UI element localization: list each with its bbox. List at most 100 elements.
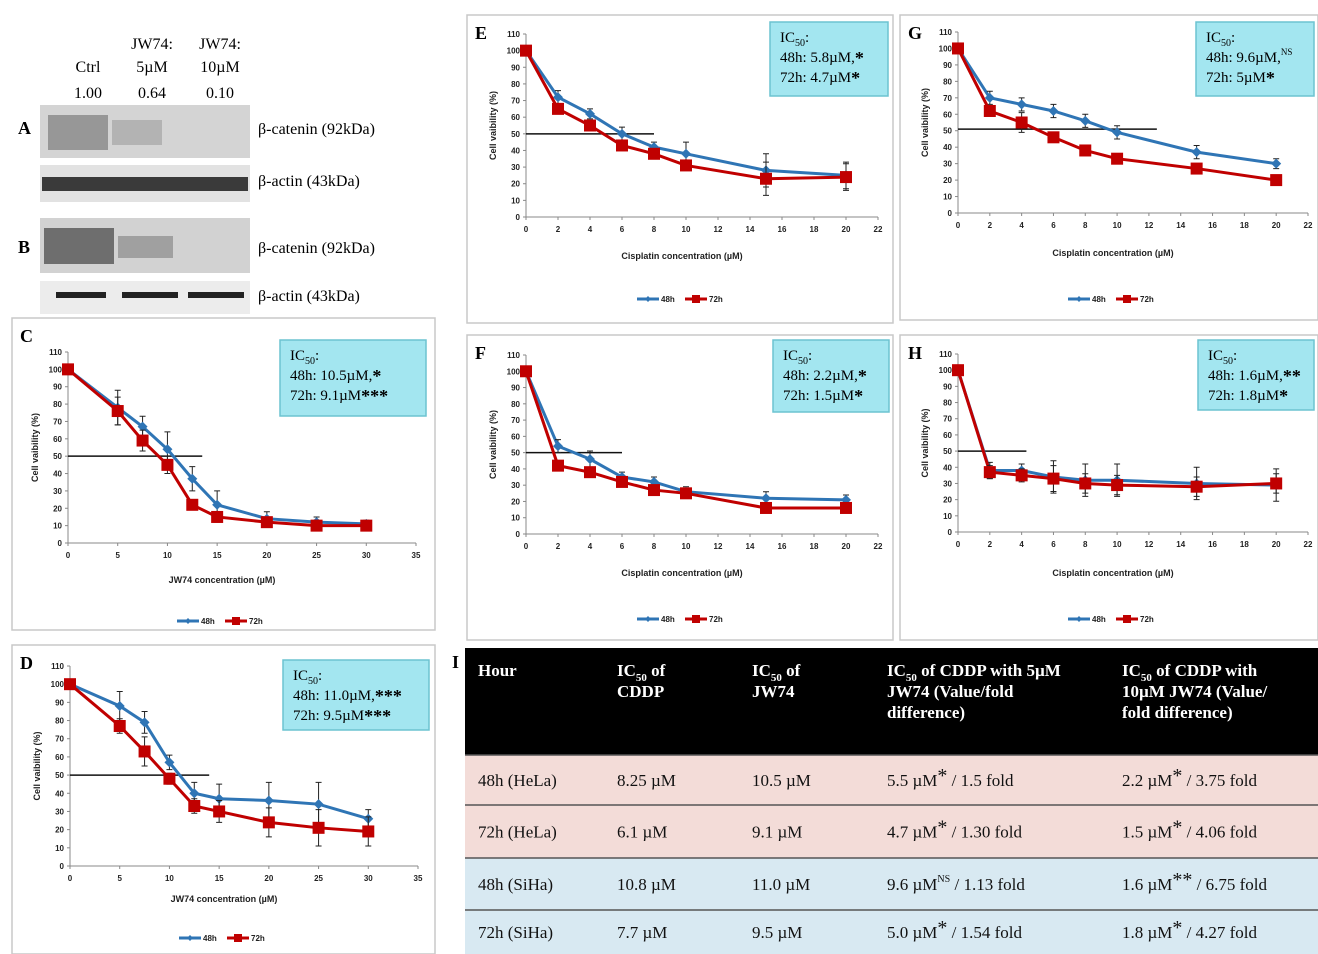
- data-point: [1047, 131, 1060, 144]
- y-tick-label: 30: [55, 807, 64, 816]
- table-cell: IC50 of: [617, 661, 666, 684]
- y-tick-label: 10: [943, 512, 952, 521]
- text-part: 7.7 µM: [617, 923, 667, 942]
- data-point: [1015, 469, 1028, 482]
- annotation-box: [772, 339, 890, 413]
- table-cell: IC50 of CDDP with 5µM: [887, 661, 1061, 684]
- text-part: **: [1283, 366, 1301, 386]
- y-tick-label: 60: [511, 432, 520, 441]
- data-point: [137, 421, 148, 432]
- text-part: difference): [887, 703, 965, 722]
- text-part: / 1.30 fold: [947, 823, 1022, 842]
- y-tick-label: 20: [943, 496, 952, 505]
- text-part: 48h: 5.8µM,: [780, 50, 855, 66]
- panel-letter: E: [475, 23, 487, 43]
- legend-label: 48h: [1092, 615, 1106, 624]
- text-part: 11.0 µM: [752, 875, 810, 894]
- text-part: :: [805, 30, 809, 46]
- x-tick-label: 25: [314, 874, 323, 883]
- y-axis-label: Cell vaibility (%): [488, 410, 498, 479]
- y-tick-label: 110: [939, 28, 952, 37]
- panel-letter: B: [18, 237, 30, 257]
- text-part: / 3.75 fold: [1182, 771, 1257, 790]
- x-tick-label: 12: [1144, 540, 1153, 549]
- band-label: β-catenin (92kDa): [258, 121, 375, 138]
- x-tick-label: 6: [620, 542, 625, 551]
- x-tick-label: 6: [1051, 221, 1056, 230]
- x-tick-label: 10: [682, 225, 691, 234]
- y-axis-label: Cell vaibility (%): [920, 88, 930, 157]
- chart: C 0 10 20 30 40 50 60 70 80 90 100 110 0 5 10 15 20 25 30 35…: [11, 317, 436, 631]
- x-tick-label: 2: [988, 221, 993, 230]
- text-part: 4.7 µM: [887, 823, 937, 842]
- annotation-title: IC50:: [293, 668, 322, 687]
- annotation-line: 72h: 1.8µM*: [1208, 386, 1288, 406]
- panel-letter: G: [908, 23, 922, 43]
- panel-letter: C: [20, 326, 33, 346]
- x-tick-label: 10: [1113, 540, 1122, 549]
- lane-label: Ctrl: [76, 59, 101, 76]
- x-tick-label: 5: [115, 551, 120, 560]
- data-point: [584, 119, 596, 132]
- y-tick-label: 110: [507, 351, 520, 360]
- table-cell: 1.6 µM** / 6.75 fold: [1122, 869, 1268, 894]
- x-tick-label: 30: [362, 551, 371, 560]
- table-cell: 48h (HeLa): [478, 771, 557, 790]
- text-part: :: [1231, 30, 1235, 46]
- table-cell: 9.5 µM: [752, 923, 802, 942]
- x-tick-label: 0: [524, 225, 529, 234]
- text-part: *: [372, 366, 381, 386]
- table-cell: 1.8 µM* / 4.27 fold: [1122, 917, 1258, 942]
- x-tick-label: 20: [1272, 540, 1281, 549]
- panel-letter: A: [18, 118, 31, 138]
- text-part: / 1.5 fold: [947, 771, 1014, 790]
- y-tick-label: 100: [51, 680, 65, 689]
- y-tick-label: 80: [943, 399, 952, 408]
- y-tick-label: 110: [507, 30, 520, 39]
- data-point: [64, 678, 76, 691]
- x-tick-label: 10: [163, 551, 172, 560]
- x-tick-label: 5: [117, 874, 122, 883]
- table-cell: fold difference): [1122, 703, 1233, 722]
- x-tick-label: 12: [1144, 221, 1153, 230]
- annotation-line: 48h: 11.0µM,***: [293, 686, 402, 706]
- x-tick-label: 8: [652, 542, 657, 551]
- x-tick-label: 35: [412, 551, 421, 560]
- annotation-line: 48h: 9.6µM,NS: [1206, 47, 1292, 66]
- text-part: 72h: 1.5µM: [783, 388, 854, 404]
- y-tick-label: 70: [55, 735, 64, 744]
- blot-signal: [44, 228, 114, 264]
- blot-signal: [42, 177, 248, 191]
- band-label: β-actin (43kDa): [258, 173, 360, 190]
- x-tick-label: 22: [1304, 221, 1313, 230]
- data-point: [188, 800, 201, 812]
- y-axis-label: Cell vaibility (%): [32, 731, 42, 800]
- x-tick-label: 15: [213, 551, 222, 560]
- data-point: [136, 434, 149, 447]
- chart: F 0 10 20 30 40 50 60 70 80 90 100 110 0 2 4 6 8 10 12 14 16 1…: [466, 334, 894, 641]
- y-tick-label: 50: [511, 130, 520, 139]
- panel-letter: D: [20, 653, 33, 673]
- x-tick-label: 8: [652, 225, 657, 234]
- y-axis-label: Cell vaibility (%): [488, 91, 498, 160]
- data-point: [1190, 162, 1203, 175]
- x-tick-label: 0: [956, 540, 961, 549]
- x-axis-label: Cisplatin concentration (µM): [1052, 248, 1173, 258]
- text-part: of: [782, 661, 801, 680]
- annotation-box: [282, 659, 430, 731]
- text-part: / 1.13 fold: [950, 875, 1025, 894]
- panel-frame: [466, 14, 894, 324]
- text-part: 10.8 µM: [617, 875, 676, 894]
- data-point: [585, 454, 595, 465]
- text-part: 48h (HeLa): [478, 771, 557, 790]
- text-part: 72h (SiHa): [478, 923, 553, 942]
- data-point: [1191, 147, 1202, 158]
- table-cell: Hour: [478, 661, 517, 680]
- data-point: [520, 44, 532, 57]
- data-point: [111, 405, 124, 418]
- series-line: [956, 47, 1277, 166]
- y-tick-label: 110: [51, 662, 64, 671]
- lane-quantification: 0.64: [138, 85, 166, 102]
- text-part: 50: [305, 356, 315, 367]
- y-tick-label: 60: [943, 110, 952, 119]
